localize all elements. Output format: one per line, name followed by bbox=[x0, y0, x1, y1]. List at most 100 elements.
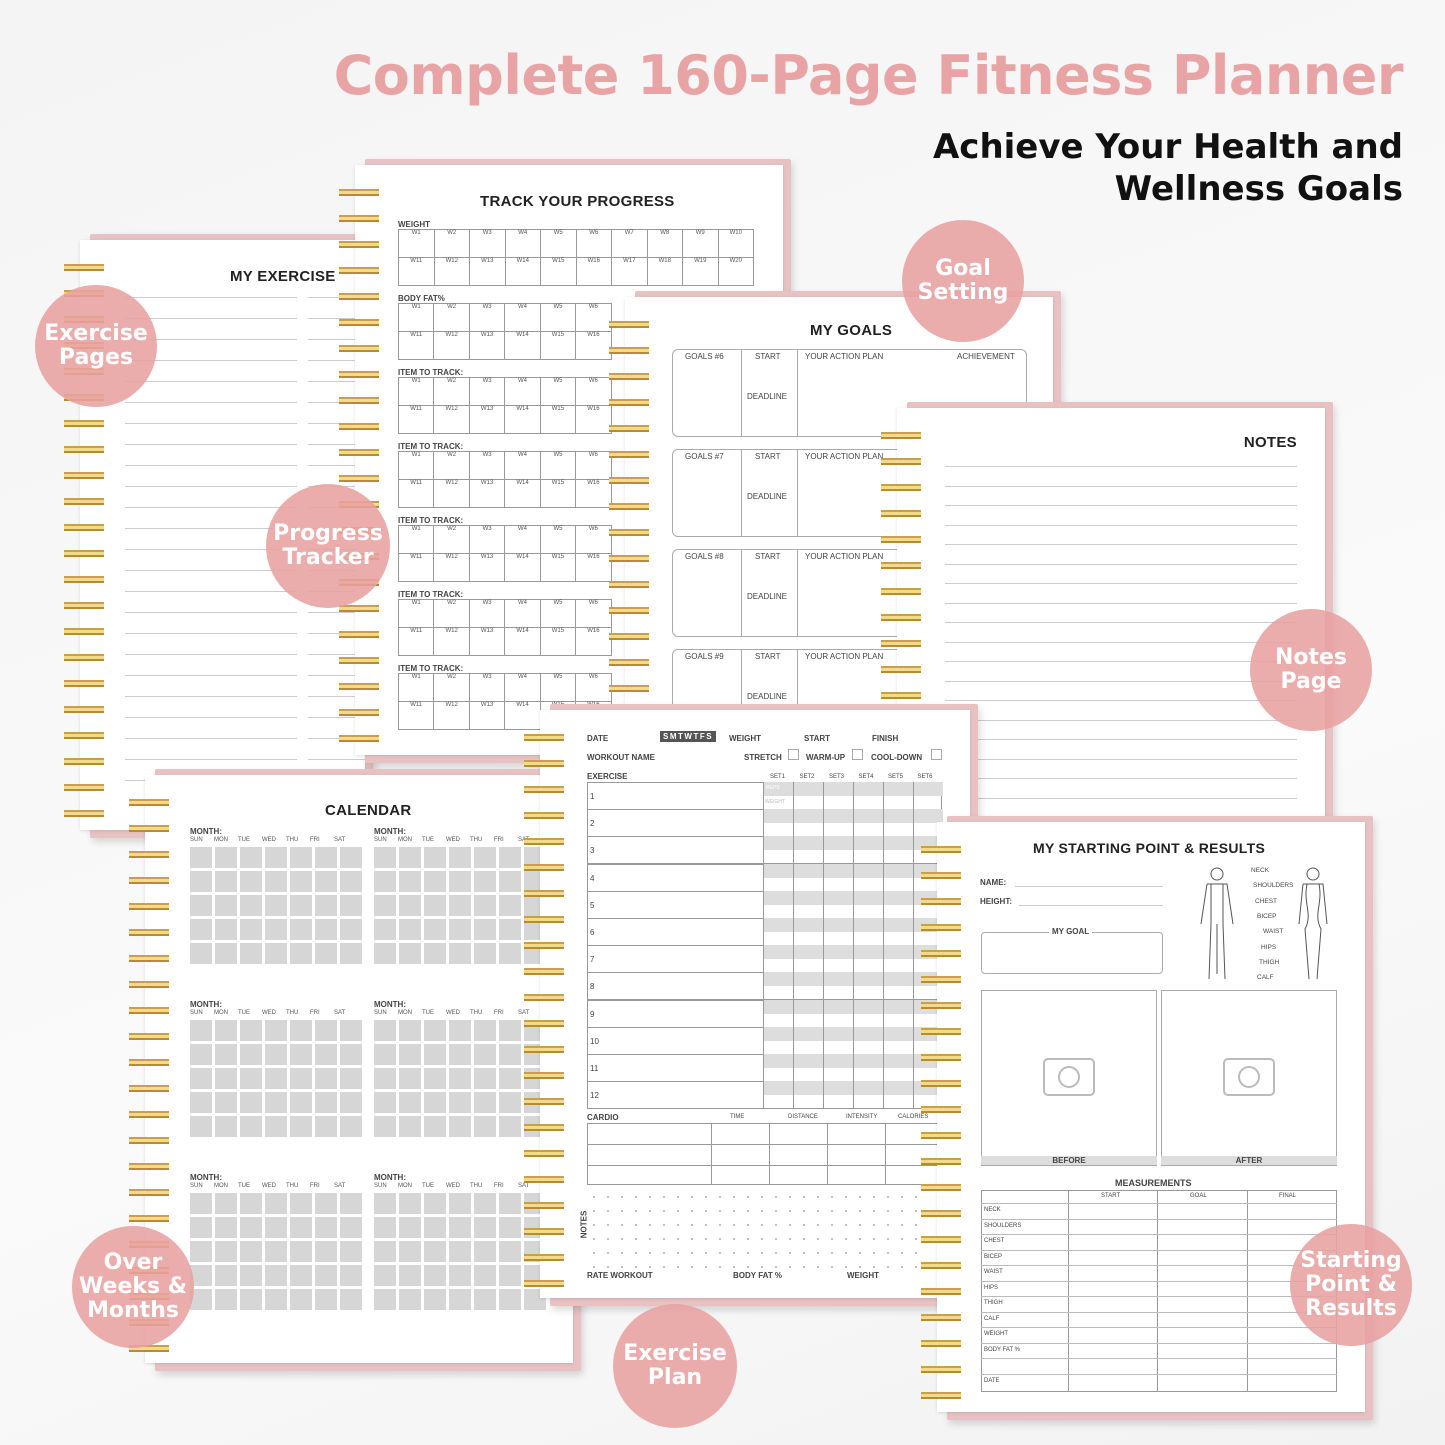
day-cell[interactable] bbox=[399, 1193, 421, 1214]
weight-cell[interactable] bbox=[853, 904, 883, 919]
day-cell[interactable] bbox=[190, 1265, 212, 1286]
ruled-line[interactable] bbox=[125, 612, 297, 613]
day-cell[interactable] bbox=[399, 1068, 421, 1089]
reps-cell[interactable] bbox=[853, 972, 883, 987]
day-cell[interactable] bbox=[449, 1092, 471, 1113]
day-cell[interactable] bbox=[240, 847, 262, 868]
week-cell[interactable]: W5 bbox=[540, 304, 577, 332]
ruled-line[interactable] bbox=[945, 758, 1297, 760]
height-field[interactable] bbox=[1019, 905, 1163, 906]
day-cell[interactable] bbox=[449, 1044, 471, 1065]
ruled-line[interactable] bbox=[125, 507, 297, 508]
day-cell[interactable] bbox=[290, 847, 312, 868]
day-cell[interactable] bbox=[499, 1068, 521, 1089]
weight-cell[interactable] bbox=[883, 1095, 913, 1110]
day-cell[interactable] bbox=[424, 943, 446, 964]
weight-cell[interactable] bbox=[913, 932, 943, 946]
weight-cell[interactable] bbox=[883, 959, 913, 974]
day-cell[interactable] bbox=[215, 1116, 237, 1137]
day-cell[interactable] bbox=[240, 895, 262, 916]
day-cell[interactable] bbox=[265, 919, 287, 940]
ruled-line[interactable] bbox=[308, 360, 365, 361]
day-cell[interactable] bbox=[449, 1241, 471, 1262]
day-cell[interactable] bbox=[215, 943, 237, 964]
ruled-line[interactable] bbox=[125, 759, 297, 760]
ruled-line[interactable] bbox=[125, 717, 297, 718]
week-cell[interactable]: W2 bbox=[434, 526, 470, 554]
ruled-line[interactable] bbox=[945, 505, 1297, 506]
reps-cell[interactable] bbox=[853, 1026, 883, 1041]
week-cell[interactable]: W5 bbox=[540, 452, 577, 480]
day-cell[interactable] bbox=[290, 1193, 312, 1214]
ruled-line[interactable] bbox=[945, 622, 1297, 623]
weight-cell[interactable] bbox=[793, 959, 823, 974]
month-grid[interactable] bbox=[190, 1020, 362, 1137]
week-cell[interactable]: W12 bbox=[434, 480, 470, 508]
week-cell[interactable]: W2 bbox=[434, 304, 470, 332]
ruled-line[interactable] bbox=[945, 680, 1297, 682]
reps-cell[interactable] bbox=[823, 782, 853, 796]
day-cell[interactable] bbox=[499, 1193, 521, 1214]
weight-cell[interactable] bbox=[883, 986, 913, 1001]
ruled-line[interactable] bbox=[125, 402, 297, 403]
dot-grid-notes[interactable] bbox=[587, 1190, 922, 1270]
week-cell[interactable]: W6 bbox=[576, 230, 612, 258]
day-cell[interactable] bbox=[190, 847, 212, 868]
warmup-checkbox[interactable] bbox=[852, 749, 863, 760]
day-cell[interactable] bbox=[265, 943, 287, 964]
measurement-row[interactable] bbox=[981, 1234, 1337, 1235]
week-cell[interactable]: W13 bbox=[469, 628, 506, 656]
weight-cell[interactable] bbox=[823, 1068, 853, 1082]
day-cell[interactable] bbox=[374, 1289, 396, 1310]
day-cell[interactable] bbox=[499, 1116, 521, 1137]
day-cell[interactable] bbox=[265, 1068, 287, 1089]
ruled-line[interactable] bbox=[125, 528, 297, 529]
day-cell[interactable] bbox=[399, 1241, 421, 1262]
day-cell[interactable] bbox=[449, 1193, 471, 1214]
weight-cell[interactable] bbox=[793, 877, 823, 892]
weight-cell[interactable] bbox=[763, 1013, 793, 1028]
day-cell[interactable] bbox=[474, 1289, 496, 1310]
measurement-row[interactable] bbox=[981, 1265, 1337, 1266]
day-cell[interactable] bbox=[190, 1193, 212, 1214]
week-cell[interactable]: W11 bbox=[399, 480, 435, 508]
ruled-line[interactable] bbox=[308, 381, 365, 382]
week-cell[interactable]: W11 bbox=[399, 628, 435, 656]
day-cell[interactable] bbox=[215, 895, 237, 916]
weight-cell[interactable] bbox=[883, 877, 913, 892]
measurement-row[interactable] bbox=[981, 1218, 1337, 1220]
reps-cell[interactable] bbox=[853, 890, 883, 905]
weight-cell[interactable] bbox=[853, 1013, 883, 1028]
weight-cell[interactable] bbox=[763, 904, 793, 919]
day-cell[interactable] bbox=[215, 1241, 237, 1262]
week-cell[interactable]: W6 bbox=[576, 674, 612, 702]
month-grid[interactable] bbox=[374, 1193, 546, 1310]
measurement-row[interactable] bbox=[981, 1358, 1337, 1359]
week-cell[interactable]: W6 bbox=[576, 600, 612, 628]
day-cell[interactable] bbox=[424, 895, 446, 916]
day-cell[interactable] bbox=[424, 1217, 446, 1238]
day-cell[interactable] bbox=[424, 871, 446, 892]
day-cell[interactable] bbox=[424, 1193, 446, 1214]
day-cell[interactable] bbox=[190, 1020, 212, 1041]
day-cell[interactable] bbox=[474, 847, 496, 868]
day-cell[interactable] bbox=[499, 1092, 521, 1113]
reps-cell[interactable] bbox=[883, 972, 913, 987]
day-cell[interactable] bbox=[265, 1020, 287, 1041]
day-cell[interactable] bbox=[399, 1217, 421, 1238]
reps-cell[interactable] bbox=[883, 945, 913, 960]
day-cell[interactable] bbox=[424, 1068, 446, 1089]
day-cell[interactable] bbox=[315, 1217, 337, 1238]
weight-cell[interactable] bbox=[763, 850, 793, 865]
weight-cell[interactable] bbox=[853, 1068, 883, 1082]
day-cell[interactable] bbox=[215, 1265, 237, 1286]
day-cell[interactable] bbox=[499, 943, 521, 964]
day-cell[interactable] bbox=[240, 1265, 262, 1286]
reps-cell[interactable] bbox=[763, 782, 793, 796]
reps-cell[interactable] bbox=[853, 945, 883, 960]
week-cell[interactable]: W4 bbox=[505, 600, 541, 628]
day-cell[interactable] bbox=[340, 1265, 362, 1286]
ruled-line[interactable] bbox=[125, 633, 297, 634]
ruled-line[interactable] bbox=[945, 485, 1297, 487]
